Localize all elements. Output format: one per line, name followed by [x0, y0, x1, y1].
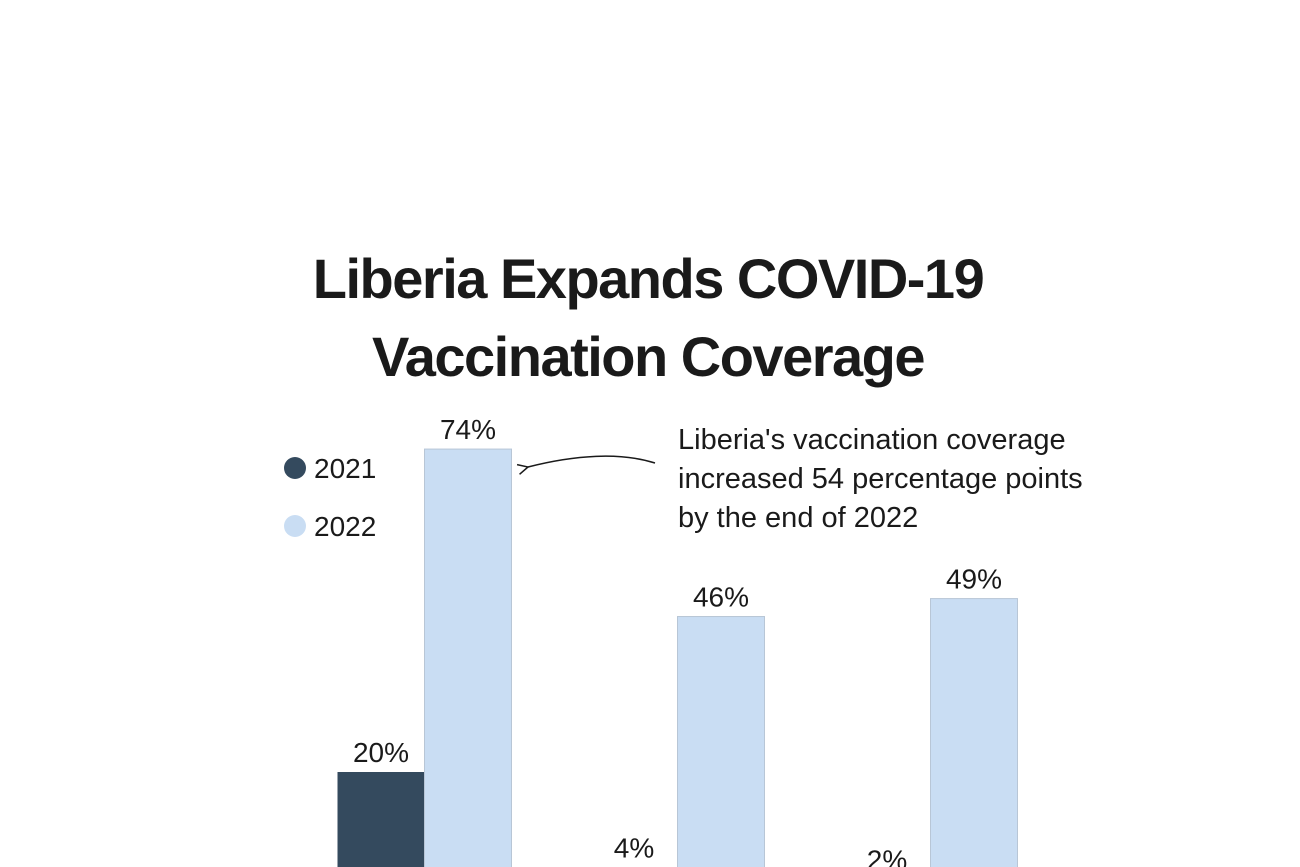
legend-label: 2021: [314, 453, 376, 484]
annotation: increased 54 percentage points: [678, 463, 1083, 495]
annotation-arrow: [528, 455, 656, 467]
bar: [424, 448, 512, 867]
legend-label: 2022: [314, 511, 376, 542]
value-label: 2%: [867, 845, 907, 867]
annotation: by the end of 2022: [678, 502, 918, 534]
value-label: 46%: [693, 582, 749, 613]
bar: [677, 616, 765, 867]
chart-title: Liberia Expands COVID-19 Vaccination Cov…: [312, 247, 985, 388]
legend-marker: [284, 515, 306, 537]
bar: [337, 772, 425, 867]
value-label: 49%: [946, 564, 1002, 595]
value-label: 74%: [440, 414, 496, 445]
annotation: Liberia's vaccination coverage: [678, 424, 1066, 456]
value-label: 4%: [614, 833, 654, 864]
legend-marker: [284, 457, 306, 479]
bar: [930, 598, 1018, 867]
value-label: 20%: [353, 737, 409, 768]
